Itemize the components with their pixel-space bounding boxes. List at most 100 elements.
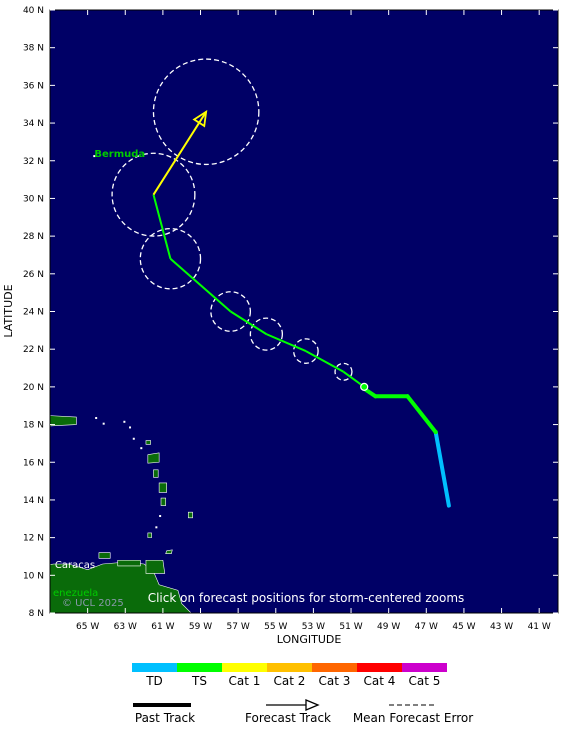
place-label: Bermuda <box>94 149 145 160</box>
forecast-track-segment[interactable] <box>305 350 344 373</box>
lon-tick-label: 51 W <box>339 622 362 632</box>
legend-swatch <box>177 663 222 672</box>
small-island-0 <box>95 417 98 420</box>
lat-tick-label: 36 N <box>23 81 44 91</box>
forecast-error-circle[interactable] <box>152 58 260 166</box>
forecast-track-segment[interactable] <box>230 310 267 335</box>
lat-tick-label: 32 N <box>23 157 44 167</box>
forecast-track-segment[interactable] <box>169 257 232 313</box>
margarita-land <box>98 552 111 559</box>
lon-tick-label: 41 W <box>528 622 551 632</box>
lat-tick-label: 34 N <box>23 119 44 129</box>
barbados-land <box>187 511 193 519</box>
st-lucia-land <box>160 497 167 506</box>
legend-swatch <box>312 663 357 672</box>
forecast-arrowhead <box>192 109 208 128</box>
current-position-marker[interactable] <box>360 382 369 391</box>
legend-past-track-label: Past Track <box>135 711 195 725</box>
place-label: enezuela <box>53 588 98 599</box>
legend-forecast-arrowhead <box>305 699 320 711</box>
legend-category-label: Cat 5 <box>409 674 441 688</box>
forecast-track-segment[interactable] <box>265 333 307 352</box>
legend-forecast-track-label: Forecast Track <box>245 711 331 725</box>
y-axis-title: LATITUDE <box>2 284 15 337</box>
forecast-error-circle[interactable] <box>139 227 202 290</box>
place-label: Caracas <box>55 560 95 571</box>
x-axis-title: LONGITUDE <box>277 633 342 646</box>
martinique-land <box>158 482 167 493</box>
lat-tick-label: 28 N <box>23 232 44 242</box>
grenada-land <box>147 532 152 538</box>
lat-tick-label: 24 N <box>23 308 44 318</box>
small-island-4 <box>132 437 135 440</box>
lon-tick-label: 61 W <box>151 622 174 632</box>
lat-tick-label: 18 N <box>23 421 44 431</box>
lat-tick-label: 12 N <box>23 534 44 544</box>
lon-tick-label: 65 W <box>76 622 99 632</box>
legend-mean-error-label: Mean Forecast Error <box>353 711 473 725</box>
small-island-6 <box>159 515 162 518</box>
forecast-error-circle[interactable] <box>334 362 353 381</box>
lon-tick-label: 59 W <box>189 622 212 632</box>
lat-tick-label: 26 N <box>23 270 44 280</box>
lon-tick-label: 55 W <box>264 622 287 632</box>
lat-tick-label: 16 N <box>23 458 44 468</box>
small-island-7 <box>155 526 158 529</box>
small-island-1 <box>102 422 105 425</box>
forecast-error-circle[interactable] <box>210 291 252 332</box>
instruction-text: Click on forecast positions for storm-ce… <box>148 591 465 605</box>
dominica-land <box>153 469 159 478</box>
lon-tick-label: 53 W <box>302 622 325 632</box>
lon-tick-label: 49 W <box>377 622 400 632</box>
lat-tick-label: 20 N <box>23 383 44 393</box>
small-island-2 <box>123 420 126 423</box>
legend: TD TS Cat 1 Cat 2 Cat 3 Cat 4 Cat 5 Past Track F… <box>132 663 473 725</box>
small-island-8 <box>93 155 96 158</box>
ocean-background <box>50 10 558 613</box>
curacas-coast-land <box>117 559 141 567</box>
legend-swatch <box>402 663 447 672</box>
past-track-segment <box>405 394 438 435</box>
legend-swatch <box>357 663 402 672</box>
lon-tick-label: 43 W <box>490 622 513 632</box>
lon-tick-label: 45 W <box>452 622 475 632</box>
guadeloupe-land <box>147 452 160 464</box>
legend-swatch <box>267 663 312 672</box>
legend-category-label: TD <box>145 674 163 688</box>
antigua-land <box>145 440 151 445</box>
lat-tick-label: 22 N <box>23 345 44 355</box>
legend-swatch <box>132 663 177 672</box>
forecast-error-circle[interactable] <box>111 152 196 237</box>
forecast-track-segment[interactable] <box>342 370 365 388</box>
lon-tick-label: 63 W <box>114 622 137 632</box>
legend-category-label: Cat 1 <box>229 674 261 688</box>
lon-tick-label: 47 W <box>415 622 438 632</box>
forecast-error-circle[interactable] <box>293 338 319 364</box>
lat-tick-label: 30 N <box>23 194 44 204</box>
plot-area[interactable]: Bermuda Caracas enezuela© UCL 2025 Click on… <box>41 10 558 613</box>
lat-tick-label: 14 N <box>23 496 44 506</box>
legend-category-label: Cat 2 <box>274 674 306 688</box>
legend-category-label: Cat 3 <box>319 674 351 688</box>
forecast-track-segment[interactable] <box>152 111 208 196</box>
axes: 65 W 63 W 61 W 59 W 57 W 55 W 53 W 51 W 49 W 47 W… <box>2 6 559 646</box>
small-island-3 <box>129 426 132 429</box>
forecast-track-segment[interactable] <box>152 194 172 259</box>
copyright-text: © UCL 2025 <box>62 598 124 609</box>
map-layer: Bermuda Caracas enezuela© UCL 2025 Click on… <box>50 58 465 613</box>
puerto-rico-land <box>50 415 77 427</box>
tobago-land <box>165 549 173 554</box>
small-island-5 <box>140 447 143 450</box>
legend-swatch <box>222 663 267 672</box>
legend-category-label: Cat 4 <box>364 674 396 688</box>
lon-tick-label: 57 W <box>227 622 250 632</box>
trinidad-land <box>145 559 166 574</box>
legend-category-label: TS <box>191 674 207 688</box>
lat-tick-label: 10 N <box>23 571 44 581</box>
lat-tick-label: 40 N <box>23 6 44 16</box>
forecast-error-circle[interactable] <box>249 317 284 351</box>
lat-tick-label: 8 N <box>29 609 44 619</box>
lat-tick-label: 38 N <box>23 44 44 54</box>
past-track-segment <box>433 430 451 508</box>
